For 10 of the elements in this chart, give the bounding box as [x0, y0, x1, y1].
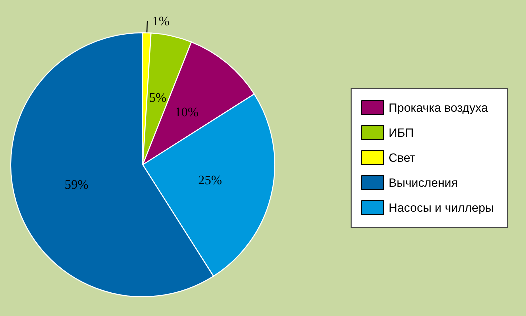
legend-label: Вычисления — [388, 176, 458, 190]
legend-label: Прокачка воздуха — [388, 101, 488, 115]
data-label: 59% — [64, 176, 89, 192]
data-label: 25% — [198, 172, 222, 188]
data-label: 1% — [152, 14, 170, 29]
data-label: 5% — [149, 90, 167, 106]
legend-label: ИБП — [388, 126, 414, 140]
legend-label: Свет — [388, 151, 416, 165]
data-label: 10% — [175, 104, 200, 120]
legend-label: Насосы и чиллеры — [388, 201, 494, 215]
